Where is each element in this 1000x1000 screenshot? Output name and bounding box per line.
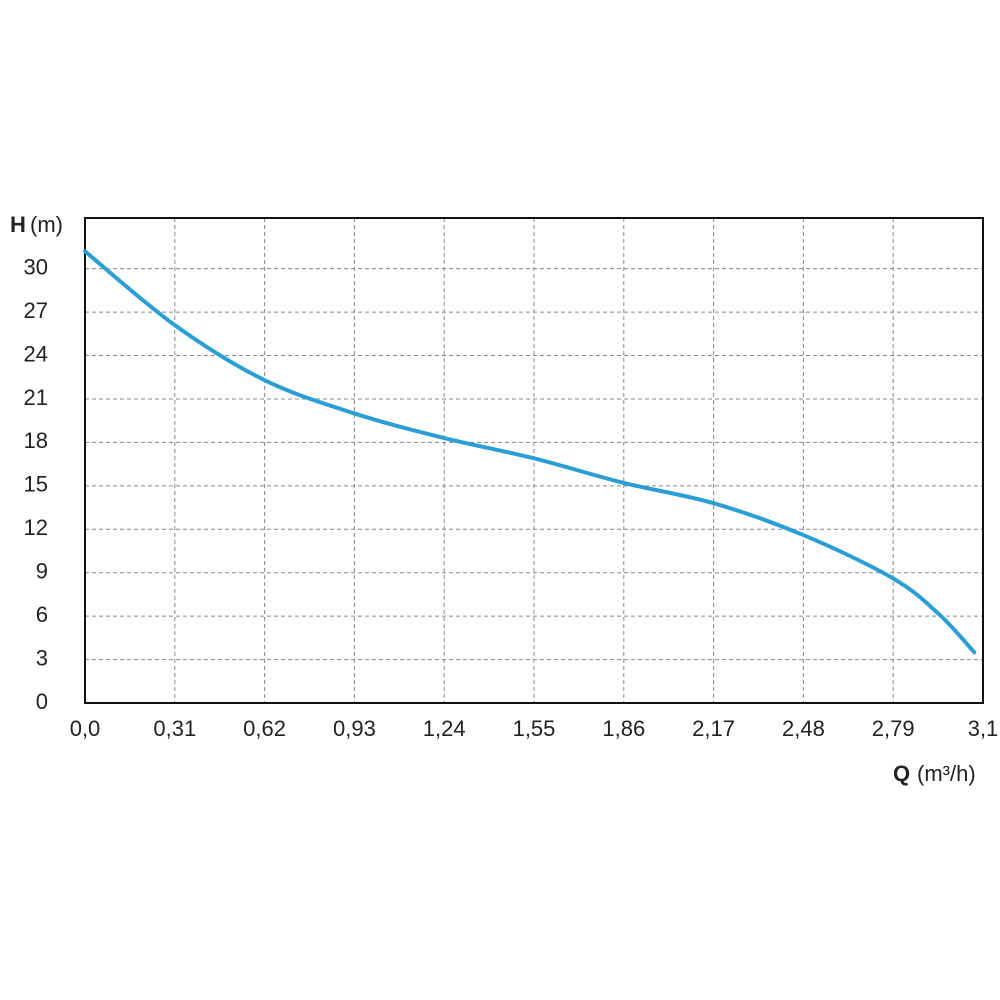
y-tick-label: 21 (24, 385, 48, 410)
x-tick-label: 0,93 (333, 716, 376, 741)
x-tick-label: 0,0 (70, 716, 101, 741)
x-tick-label: 2,17 (692, 716, 735, 741)
x-tick-label: 3,1 (968, 716, 999, 741)
x-tick-label: 2,79 (872, 716, 915, 741)
data-line (83, 249, 977, 655)
x-axis-label: Q (893, 761, 910, 786)
y-axis-unit: (m) (30, 212, 63, 237)
y-tick-label: 9 (36, 559, 48, 584)
x-tick-label: 0,62 (243, 716, 286, 741)
y-tick-label: 15 (24, 472, 48, 497)
x-tick-label: 2,48 (782, 716, 825, 741)
y-tick-label: 3 (36, 645, 48, 670)
x-tick-label: 1,55 (513, 716, 556, 741)
x-axis-unit: (m³/h) (917, 761, 976, 786)
y-axis-label: H (10, 212, 26, 237)
y-tick-label: 30 (24, 254, 48, 279)
y-tick-label: 12 (24, 515, 48, 540)
y-tick-label: 18 (24, 428, 48, 453)
x-tick-label: 1,86 (602, 716, 645, 741)
y-tick-label: 0 (36, 689, 48, 714)
x-tick-label: 0,31 (153, 716, 196, 741)
y-tick-label: 6 (36, 602, 48, 627)
x-tick-label: 1,24 (423, 716, 466, 741)
y-tick-label: 27 (24, 298, 48, 323)
plot-frame (84, 217, 984, 704)
y-tick-label: 24 (24, 341, 48, 366)
